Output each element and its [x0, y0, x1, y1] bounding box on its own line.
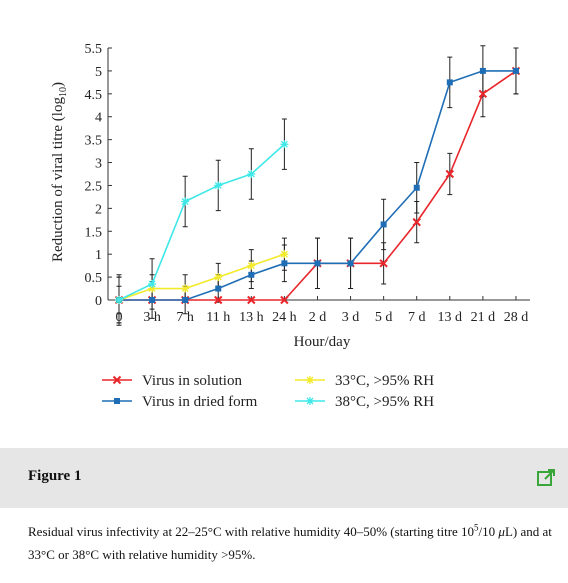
series-line	[118, 143, 285, 301]
legend-marker	[114, 398, 120, 404]
y-tick-label: 4.5	[85, 88, 103, 103]
legend-label: 38°C, >95% RH	[335, 394, 434, 410]
point	[347, 260, 354, 267]
series-line	[118, 253, 285, 301]
point	[214, 295, 223, 305]
x-tick-label: 2 d	[309, 310, 327, 325]
point	[148, 279, 157, 288]
point	[446, 79, 453, 86]
legend-marker	[306, 397, 314, 405]
point	[380, 221, 387, 228]
y-tick-label: 1.5	[85, 225, 103, 240]
point	[280, 295, 289, 305]
point	[413, 184, 420, 191]
x-tick-label: 28 d	[504, 310, 529, 325]
point	[280, 140, 289, 149]
x-tick-label: 13 h	[239, 310, 264, 325]
point	[215, 285, 222, 292]
y-tick-label: 2.5	[85, 179, 103, 194]
x-tick-label: 11 h	[206, 310, 230, 325]
x-tick-label: 7 h	[176, 310, 194, 325]
point	[412, 217, 421, 227]
point	[149, 297, 156, 303]
y-tick-label: 4	[95, 111, 102, 126]
point	[379, 259, 388, 268]
point	[280, 250, 289, 259]
caption-text: Residual virus infectivity at 22–25°C wi…	[28, 524, 475, 539]
y-axis-label-main: Reduction of viral titre (log	[50, 97, 66, 262]
point	[115, 296, 123, 304]
y-tick-label: 2	[95, 202, 102, 217]
point	[247, 295, 256, 305]
y-tick-label: 3.5	[85, 134, 103, 149]
caption: Residual virus infectivity at 22–25°C wi…	[28, 520, 558, 566]
y-tick-label: 3	[95, 157, 102, 172]
point	[248, 271, 255, 278]
point	[214, 181, 223, 190]
point	[181, 284, 190, 293]
y-tick-label: 0.5	[85, 271, 103, 286]
point	[478, 89, 488, 99]
legend-marker	[112, 375, 122, 385]
figure-bar	[0, 448, 568, 508]
y-axis-label: Reduction of viral titre (log10)	[50, 82, 69, 262]
y-tick-label: 5.5	[85, 42, 103, 57]
y-tick-label: 1	[95, 248, 102, 263]
point	[247, 170, 256, 178]
y-axis-label-sub: 10	[58, 87, 69, 97]
y-tick-label: 0	[95, 294, 102, 309]
legend-label: Virus in solution	[142, 373, 242, 389]
x-axis-label: Hour/day	[294, 334, 351, 350]
caption-italic: μ	[498, 524, 505, 539]
point	[182, 297, 189, 303]
caption-text: /10	[478, 524, 499, 539]
x-tick-label: 21 d	[471, 310, 496, 325]
figure-label: Figure 1	[28, 468, 82, 484]
caption-text: L) and at 33°C or 38°C with relative hum…	[28, 524, 552, 562]
y-tick-label: 5	[95, 65, 102, 80]
point	[181, 197, 190, 206]
x-tick-label: 5 d	[375, 310, 393, 325]
point	[281, 260, 288, 267]
legend-marker	[306, 376, 314, 384]
point	[445, 169, 455, 179]
point	[148, 284, 157, 293]
point	[479, 67, 486, 74]
legend-label: Virus in dried form	[142, 394, 258, 410]
point	[247, 261, 256, 270]
chart: Reduction of viral titre (log10) Hour/da…	[50, 42, 530, 410]
caption-sup: 5	[474, 522, 479, 533]
x-tick-label: 24 h	[272, 310, 297, 325]
point	[314, 260, 321, 267]
open-figure-icon[interactable]	[536, 468, 556, 488]
point	[512, 67, 519, 74]
point	[214, 273, 223, 282]
y-axis-label-end: )	[50, 82, 66, 87]
x-tick-label: 13 d	[438, 310, 463, 325]
x-tick-label: 7 d	[408, 310, 426, 325]
legend-label: 33°C, >95% RH	[335, 373, 434, 389]
x-tick-label: 3 d	[342, 310, 360, 325]
